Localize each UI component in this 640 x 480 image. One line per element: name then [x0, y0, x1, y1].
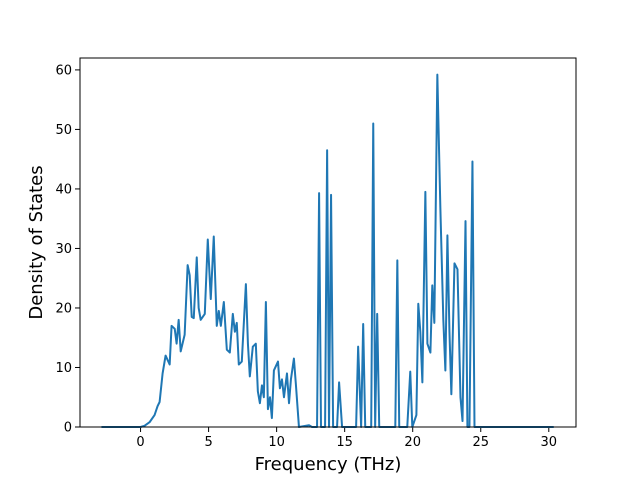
x-tick-label: 25 — [472, 435, 489, 450]
x-tick-label: 10 — [268, 435, 285, 450]
x-tick-label: 5 — [204, 435, 212, 450]
x-tick-label: 0 — [136, 435, 144, 450]
x-axis-label: Frequency (THz) — [255, 454, 402, 475]
y-tick-label: 30 — [55, 242, 72, 257]
y-tick-label: 40 — [55, 182, 72, 197]
plot-frame — [79, 57, 577, 428]
y-tick-label: 20 — [55, 301, 72, 316]
y-tick-label: 0 — [64, 421, 72, 436]
x-tick-label: 20 — [404, 435, 421, 450]
data-line — [101, 73, 554, 428]
y-tick-label: 60 — [55, 63, 72, 78]
y-tick-label: 10 — [55, 361, 72, 376]
x-tick-label: 15 — [336, 435, 353, 450]
y-tick-label: 50 — [55, 123, 72, 138]
y-axis-label: Density of States — [26, 165, 47, 319]
x-tick-label: 30 — [541, 435, 558, 450]
